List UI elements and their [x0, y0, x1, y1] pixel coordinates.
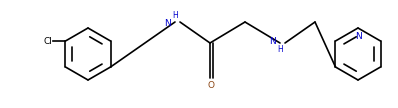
Text: H: H: [277, 45, 283, 54]
Text: N: N: [269, 37, 276, 47]
Text: N: N: [355, 32, 361, 41]
Text: O: O: [207, 81, 215, 90]
Text: N: N: [164, 18, 171, 28]
Text: Cl: Cl: [44, 37, 53, 45]
Text: H: H: [172, 11, 178, 20]
